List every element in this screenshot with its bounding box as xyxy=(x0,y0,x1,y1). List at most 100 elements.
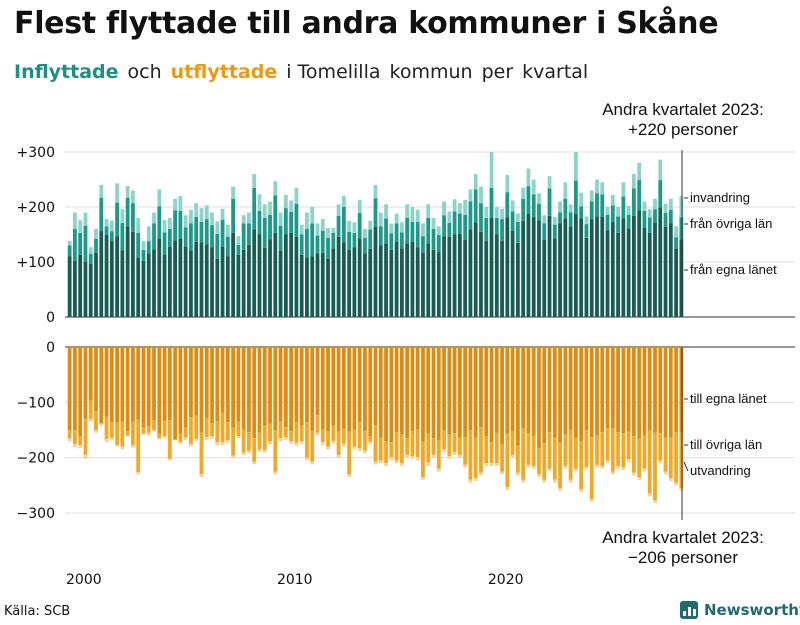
bar-in-ovriga-12 xyxy=(131,203,135,232)
bar-in-invandring-52 xyxy=(341,196,346,207)
bar-out-ovriga-115 xyxy=(674,432,678,483)
bar-out-ovriga-34 xyxy=(247,432,251,451)
bar-out-utvandring-67 xyxy=(421,477,425,480)
bar-out-egna-42 xyxy=(289,347,294,432)
bar-out-egna-116 xyxy=(679,347,684,433)
bar-out-ovriga-111 xyxy=(653,432,657,501)
bar-out-egna-92 xyxy=(552,347,557,438)
bar-in-egna-87 xyxy=(526,213,531,317)
bar-in-egna-75 xyxy=(463,240,468,317)
bar-out-utvandring-39 xyxy=(273,471,278,475)
bar-out-egna-7 xyxy=(104,347,109,417)
bar-in-invandring-7 xyxy=(104,219,109,227)
bar-out-utvandring-18 xyxy=(162,436,167,439)
bar-out-ovriga-90 xyxy=(542,443,547,480)
bar-in-egna-89 xyxy=(537,220,541,317)
bar-in-ovriga-17 xyxy=(157,206,162,239)
ytick-out-300: −300 xyxy=(17,506,55,522)
brand-logo: Newsworthy xyxy=(680,601,800,619)
bar-in-invandring-16 xyxy=(152,212,156,224)
bar-out-ovriga-109 xyxy=(642,434,647,469)
bar-in-egna-17 xyxy=(157,238,162,317)
bar-out-egna-81 xyxy=(494,347,499,433)
bar-in-invandring-91 xyxy=(547,176,552,189)
bar-out-ovriga-66 xyxy=(415,429,420,458)
bar-in-egna-69 xyxy=(431,249,436,317)
bar-out-egna-106 xyxy=(626,347,631,432)
bar-in-ovriga-35 xyxy=(252,187,257,230)
bar-out-utvandring-25 xyxy=(199,474,204,478)
bar-out-ovriga-102 xyxy=(605,428,610,461)
bar-in-ovriga-59 xyxy=(378,226,383,246)
bar-in-invandring-41 xyxy=(283,194,288,209)
bar-in-egna-18 xyxy=(162,254,167,317)
bar-in-egna-103 xyxy=(610,221,615,317)
bar-out-egna-63 xyxy=(399,347,404,435)
bar-in-invandring-62 xyxy=(394,213,399,224)
bar-in-egna-77 xyxy=(473,222,478,317)
bar-in-egna-52 xyxy=(341,242,346,317)
bar-in-invandring-98 xyxy=(584,216,589,225)
bar-in-egna-70 xyxy=(436,252,441,317)
bar-out-ovriga-21 xyxy=(178,433,183,443)
bar-in-invandring-65 xyxy=(410,207,415,222)
bar-out-egna-109 xyxy=(642,347,647,435)
bar-in-ovriga-103 xyxy=(610,205,615,222)
bar-out-egna-5 xyxy=(94,347,98,412)
bar-in-ovriga-95 xyxy=(568,212,573,227)
bar-in-ovriga-74 xyxy=(457,213,462,234)
bar-out-utvandring-14 xyxy=(141,433,146,435)
bar-in-ovriga-28 xyxy=(215,233,220,259)
bar-in-ovriga-79 xyxy=(484,218,489,242)
ytick-in-100: +100 xyxy=(17,255,55,271)
bar-in-egna-102 xyxy=(605,230,610,317)
bar-in-egna-65 xyxy=(410,241,415,317)
bar-in-invandring-9 xyxy=(115,183,119,203)
bar-out-utvandring-77 xyxy=(473,478,478,481)
bar-out-utvandring-108 xyxy=(637,477,642,480)
bar-out-utvandring-106 xyxy=(626,459,631,463)
ytick-in-200: +200 xyxy=(17,200,55,216)
bar-in-invandring-88 xyxy=(531,179,536,195)
bar-out-utvandring-64 xyxy=(405,454,410,458)
bar-out-utvandring-20 xyxy=(173,439,178,441)
bar-out-egna-67 xyxy=(421,347,425,442)
bar-in-invandring-24 xyxy=(194,203,199,217)
bar-out-egna-17 xyxy=(157,347,162,434)
bar-in-invandring-25 xyxy=(199,208,204,222)
bar-out-ovriga-59 xyxy=(378,437,383,461)
bar-in-egna-27 xyxy=(210,247,214,317)
bar-out-ovriga-49 xyxy=(326,431,330,447)
bar-in-invandring-47 xyxy=(315,223,320,236)
bar-in-egna-58 xyxy=(373,226,378,317)
bar-in-invandring-89 xyxy=(537,193,541,204)
bar-out-egna-46 xyxy=(310,347,315,431)
bar-out-egna-82 xyxy=(500,347,504,445)
bar-out-egna-28 xyxy=(215,347,220,422)
bar-in-egna-4 xyxy=(88,263,93,317)
bar-out-utvandring-76 xyxy=(468,479,473,483)
bar-in-ovriga-7 xyxy=(104,226,109,236)
bar-in-invandring-116 xyxy=(679,196,684,218)
bar-in-invandring-59 xyxy=(378,212,383,227)
bar-out-utvandring-80 xyxy=(489,463,494,466)
bar-in-egna-36 xyxy=(257,234,262,317)
bar-in-egna-55 xyxy=(357,238,362,317)
bar-in-invandring-48 xyxy=(320,219,325,231)
bar-in-ovriga-99 xyxy=(589,201,594,220)
bar-out-ovriga-98 xyxy=(584,430,589,468)
bar-in-invandring-2 xyxy=(78,220,83,233)
bar-in-invandring-29 xyxy=(220,208,225,220)
bar-out-egna-53 xyxy=(347,347,352,432)
bar-out-egna-24 xyxy=(194,347,199,416)
bar-in-ovriga-92 xyxy=(552,224,557,239)
bar-in-invandring-35 xyxy=(252,174,257,188)
bar-in-ovriga-60 xyxy=(384,218,388,244)
bar-out-egna-60 xyxy=(384,347,388,442)
bar-out-egna-18 xyxy=(162,347,167,422)
bar-out-egna-99 xyxy=(589,347,594,438)
bar-in-egna-26 xyxy=(204,244,209,317)
bar-in-egna-64 xyxy=(405,243,410,317)
bar-in-ovriga-13 xyxy=(136,232,141,258)
bar-out-ovriga-50 xyxy=(331,425,336,442)
